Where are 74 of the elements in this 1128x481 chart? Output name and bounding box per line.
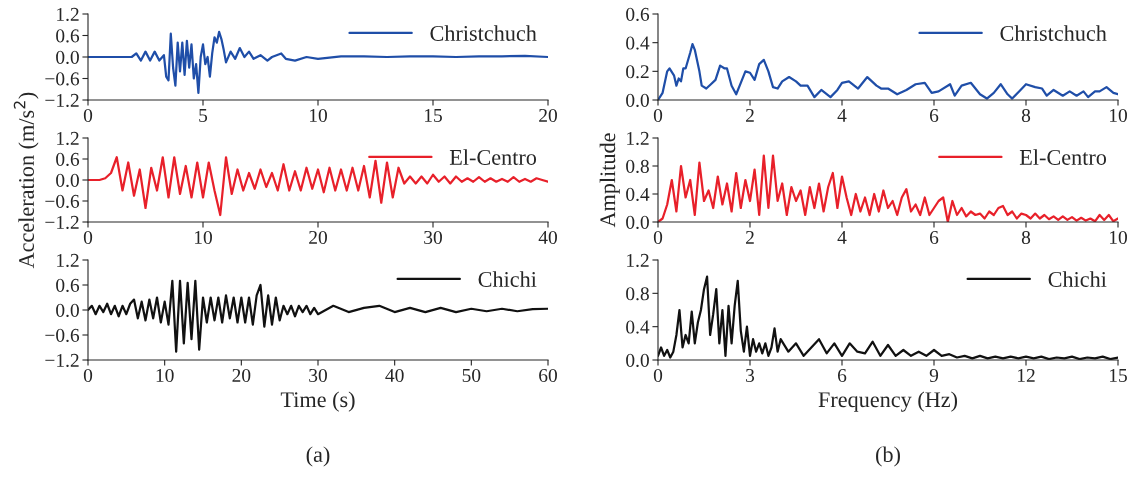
x-axis-title: Frequency (Hz)	[818, 391, 958, 412]
x-tick-label: 0	[653, 108, 663, 123]
y-tick-label: 1.2	[57, 7, 79, 22]
y-tick-label: 0.4	[626, 36, 650, 50]
legend-label: Christchuch	[430, 25, 537, 41]
x-tick-label: 10	[1109, 108, 1127, 123]
x-tick-label: 10	[1109, 230, 1127, 245]
legend-label: El-Centro	[1019, 149, 1107, 165]
x-tick-label: 40	[385, 368, 404, 383]
x-tick-label: 2	[745, 108, 754, 122]
y-tick-label: 0.6	[56, 278, 80, 293]
x-tick-label: 10	[156, 368, 174, 383]
legend-label: Chichi	[478, 271, 537, 287]
y-tick-label: −0.6	[45, 72, 80, 86]
y-tick-label: 0.0	[56, 50, 79, 65]
x-tick-label: 0	[83, 230, 93, 245]
legend-label: Chichi	[1048, 271, 1107, 287]
y-tick-label: 0.6	[56, 152, 80, 167]
y-tick-label: 0.8	[626, 287, 649, 301]
y-tick-label: 1.2	[627, 131, 649, 146]
y-tick-label: 1.2	[57, 253, 79, 268]
y-tick-label: 1.2	[57, 131, 79, 146]
x-tick-label: 40	[538, 230, 557, 245]
x-tick-label: 20	[232, 368, 251, 383]
x-axis-title: Time (s)	[280, 391, 355, 412]
x-tick-label: 20	[539, 108, 557, 123]
y-tick-label: 1.2	[627, 253, 649, 268]
x-tick-label: 2	[745, 230, 754, 244]
x-tick-label: 0	[653, 368, 663, 383]
y-tick-label: −0.6	[45, 194, 80, 209]
y-tick-label: 0.0	[56, 303, 79, 318]
y-tick-label: −0.6	[45, 328, 80, 343]
x-tick-label: 15	[1109, 368, 1127, 383]
x-tick-label: 0	[653, 230, 663, 245]
y-tick-label: 0.0	[56, 173, 79, 188]
y-tick-label: −1.2	[45, 353, 79, 368]
y-tick-label: 0.4	[626, 187, 650, 202]
x-tick-label: 50	[462, 368, 481, 383]
x-tick-label: 30	[424, 230, 442, 245]
x-tick-label: 30	[309, 368, 327, 383]
y-tick-label: 0.2	[626, 65, 649, 79]
x-tick-label: 0	[83, 108, 93, 123]
text: (b)	[876, 446, 900, 467]
y-tick-label: 0.0	[626, 353, 649, 368]
y-axis-title: Amplitude	[599, 133, 620, 228]
x-tick-label: 5	[199, 109, 208, 123]
y-tick-label: 0.0	[626, 93, 649, 108]
legend-label: Christchuch	[1000, 25, 1107, 41]
x-tick-label: 4	[837, 109, 847, 122]
x-tick-label: 9	[929, 368, 939, 383]
x-tick-label: 8	[1021, 230, 1031, 245]
x-tick-label: 60	[539, 368, 557, 383]
x-tick-label: 0	[83, 368, 93, 383]
x-tick-label: 10	[309, 108, 327, 123]
x-tick-label: 6	[929, 230, 939, 245]
x-tick-label: 15	[424, 108, 442, 123]
y-tick-label: 0.0	[626, 215, 649, 230]
x-tick-label: 8	[1021, 108, 1031, 123]
y-tick-label: 0.6	[56, 29, 80, 43]
legend-label: El-Centro	[449, 149, 537, 165]
x-tick-label: 4	[837, 231, 847, 244]
y-axis-title: Acceleration (m/s$^{2}$)	[13, 92, 39, 269]
x-tick-label: 10	[194, 230, 212, 245]
y-tick-label: 0.4	[626, 320, 650, 334]
y-tick-label: −1.2	[45, 215, 79, 230]
y-tick-label: −1.2	[45, 93, 79, 108]
y-tick-label: 0.8	[626, 159, 649, 174]
x-tick-label: 6	[929, 108, 939, 123]
text: (a)	[306, 446, 330, 467]
x-tick-label: 12	[1017, 368, 1035, 382]
y-tick-label: 0.6	[626, 7, 650, 22]
x-tick-label: 6	[837, 368, 847, 383]
x-tick-label: 20	[309, 230, 327, 245]
x-tick-label: 3	[746, 368, 755, 383]
